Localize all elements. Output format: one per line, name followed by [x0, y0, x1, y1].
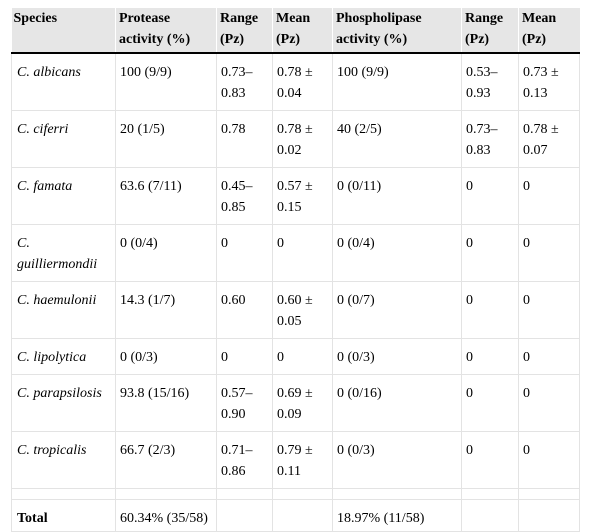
table-row: C. lipolytica 0 (0/3) 0 0 0 (0/3) 0 0: [11, 338, 580, 375]
table-row: C. haemulonii 14.3 (1/7) 0.60 0.60 ± 0.05 0 …: [11, 281, 580, 339]
header-phospholipase-range: Range (Pz): [461, 8, 519, 54]
cell-protease-activity: 93.8 (15/16): [115, 374, 217, 432]
header-species: Species: [11, 8, 116, 54]
cell-protease-activity: 20 (1/5): [115, 110, 217, 168]
cell-protease-mean: 0.78 ± 0.02: [272, 110, 333, 168]
cell-protease-activity: 66.7 (2/3): [115, 431, 217, 489]
cell-phospholipase-range: 0.73–0.83: [461, 110, 519, 168]
cell-phospholipase-mean: 0: [518, 167, 580, 225]
table-container: Species Protease activity (%) Range (Pz)…: [11, 8, 580, 532]
total-protease-range: [216, 499, 273, 532]
cell-phospholipase-mean: 0: [518, 281, 580, 339]
cell-phospholipase-range: 0: [461, 374, 519, 432]
cell-species: C. ciferri: [11, 110, 116, 168]
cell-phospholipase-activity: 40 (2/5): [332, 110, 462, 168]
cell-phospholipase-range: 0: [461, 167, 519, 225]
cell-phospholipase-activity: 0 (0/3): [332, 431, 462, 489]
header-protease-range: Range (Pz): [216, 8, 273, 54]
table-row: C. tropicalis 66.7 (2/3) 0.71–0.86 0.79 ± 0…: [11, 431, 580, 489]
table-row: C. ciferri 20 (1/5) 0.78 0.78 ± 0.02 40 (2/5…: [11, 110, 580, 168]
cell-protease-range: 0.78: [216, 110, 273, 168]
cell-protease-mean: 0: [272, 224, 333, 282]
total-row: Total 60.34% (35/58) 18.97% (11/58): [11, 499, 580, 532]
cell-phospholipase-range: 0: [461, 281, 519, 339]
cell-phospholipase-activity: 100 (9/9): [332, 52, 462, 111]
cell-species: C. famata: [11, 167, 116, 225]
cell-phospholipase-mean: 0: [518, 374, 580, 432]
total-protease: 60.34% (35/58): [115, 499, 217, 532]
cell-protease-range: 0.73–0.83: [216, 52, 273, 111]
cell-protease-activity: 0 (0/3): [115, 338, 217, 375]
spacer-row: [11, 488, 580, 500]
total-phospholipase-mean: [518, 499, 580, 532]
table-body: C. albicans 100 (9/9) 0.73–0.83 0.78 ± 0.04…: [11, 52, 580, 532]
cell-protease-range: 0.45–0.85: [216, 167, 273, 225]
cell-species: C. albicans: [11, 52, 116, 111]
table-row: C. famata 63.6 (7/11) 0.45–0.85 0.57 ± 0.15…: [11, 167, 580, 225]
cell-phospholipase-mean: 0.78 ± 0.07: [518, 110, 580, 168]
cell-protease-range: 0: [216, 338, 273, 375]
header-protease-activity: Protease activity (%): [115, 8, 217, 54]
cell-phospholipase-range: 0: [461, 431, 519, 489]
total-phospholipase-range: [461, 499, 519, 532]
cell-phospholipase-mean: 0: [518, 431, 580, 489]
cell-protease-mean: 0: [272, 338, 333, 375]
cell-species: C. haemulonii: [11, 281, 116, 339]
header-protease-mean: Mean (Pz): [272, 8, 333, 54]
cell-protease-mean: 0.57 ± 0.15: [272, 167, 333, 225]
cell-protease-range: 0: [216, 224, 273, 282]
table-row: C. albicans 100 (9/9) 0.73–0.83 0.78 ± 0.04…: [11, 52, 580, 111]
cell-phospholipase-activity: 0 (0/16): [332, 374, 462, 432]
header-phospholipase-mean: Mean (Pz): [518, 8, 580, 54]
cell-species: C. tropicalis: [11, 431, 116, 489]
total-label: Total: [11, 499, 116, 532]
total-phospholipase: 18.97% (11/58): [332, 499, 462, 532]
cell-species: C. guilliermondii: [11, 224, 116, 282]
cell-phospholipase-range: 0.53–0.93: [461, 52, 519, 111]
cell-protease-range: 0.71–0.86: [216, 431, 273, 489]
cell-protease-range: 0.60: [216, 281, 273, 339]
cell-phospholipase-range: 0: [461, 338, 519, 375]
cell-phospholipase-activity: 0 (0/3): [332, 338, 462, 375]
cell-protease-range: 0.57–0.90: [216, 374, 273, 432]
cell-protease-activity: 0 (0/4): [115, 224, 217, 282]
cell-phospholipase-mean: 0.73 ± 0.13: [518, 52, 580, 111]
cell-phospholipase-mean: 0: [518, 224, 580, 282]
cell-species: C. parapsilosis: [11, 374, 116, 432]
cell-phospholipase-mean: 0: [518, 338, 580, 375]
cell-species: C. lipolytica: [11, 338, 116, 375]
cell-protease-activity: 14.3 (1/7): [115, 281, 217, 339]
cell-phospholipase-activity: 0 (0/11): [332, 167, 462, 225]
cell-protease-activity: 100 (9/9): [115, 52, 217, 111]
table-row: C. guilliermondii 0 (0/4) 0 0 0 (0/4) 0 0: [11, 224, 580, 282]
cell-protease-mean: 0.69 ± 0.09: [272, 374, 333, 432]
cell-protease-mean: 0.79 ± 0.11: [272, 431, 333, 489]
header-phospholipase-activity: Phospholipase activity (%): [332, 8, 462, 54]
cell-phospholipase-activity: 0 (0/4): [332, 224, 462, 282]
cell-phospholipase-range: 0: [461, 224, 519, 282]
cell-protease-mean: 0.60 ± 0.05: [272, 281, 333, 339]
table-row: C. parapsilosis 93.8 (15/16) 0.57–0.90 0.69…: [11, 374, 580, 432]
cell-protease-mean: 0.78 ± 0.04: [272, 52, 333, 111]
enzyme-activity-table: Species Protease activity (%) Range (Pz)…: [11, 8, 580, 532]
table-header: Species Protease activity (%) Range (Pz)…: [11, 8, 580, 54]
header-row: Species Protease activity (%) Range (Pz)…: [11, 8, 580, 54]
cell-phospholipase-activity: 0 (0/7): [332, 281, 462, 339]
total-protease-mean: [272, 499, 333, 532]
cell-protease-activity: 63.6 (7/11): [115, 167, 217, 225]
